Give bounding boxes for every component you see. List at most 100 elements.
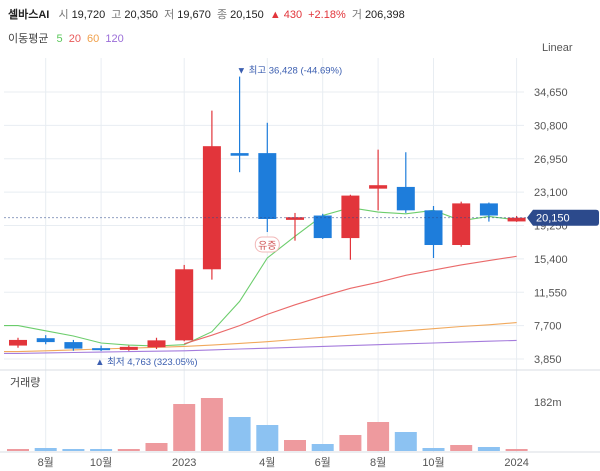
price-tick-label: 30,800: [534, 120, 568, 132]
volume-bar: [311, 444, 334, 451]
volume-bar: [339, 435, 362, 451]
change-up-icon: ▲: [269, 9, 281, 21]
candle[interactable]: [286, 212, 304, 241]
last-price-label: 20,150: [536, 213, 570, 225]
ma-legend-20: 20: [68, 33, 81, 45]
volume-bars: [7, 398, 528, 451]
candle-body: [202, 146, 221, 270]
candle[interactable]: [507, 215, 526, 222]
candle[interactable]: [230, 76, 249, 173]
ma-legend-5: 5: [56, 33, 63, 45]
last-price-tag: [527, 209, 599, 226]
low-value: 19,670: [177, 9, 211, 21]
volume-bar: [200, 398, 223, 451]
candle[interactable]: [424, 205, 443, 259]
price-tick-label: 15,400: [534, 254, 568, 266]
candle[interactable]: [119, 345, 138, 351]
candle-body: [369, 185, 388, 189]
event-badge-label: 유증: [258, 240, 276, 252]
price-tick-label: 11,550: [534, 287, 567, 299]
x-tick-label: 8월: [38, 456, 54, 469]
close-value: 20,150: [230, 9, 264, 21]
open-value: 19,720: [71, 9, 106, 21]
volume-bar: [173, 404, 196, 451]
price-tick-label: 3,850: [534, 354, 562, 366]
high-annotation: ▼ 최고 36,428 (-44.69%): [237, 66, 343, 77]
ma-line-120: [4, 339, 517, 354]
candle[interactable]: [452, 201, 471, 247]
candle[interactable]: [202, 110, 221, 280]
candle[interactable]: [479, 202, 498, 222]
candle-body: [452, 203, 471, 246]
high-value: 20,350: [124, 9, 159, 21]
candle[interactable]: [258, 122, 277, 233]
x-tick-label: 2023: [172, 457, 196, 469]
ma-line-60: [4, 322, 517, 353]
candle[interactable]: [341, 194, 360, 260]
volume-bar: [450, 445, 473, 451]
change-value: 430: [283, 9, 303, 21]
candle[interactable]: [9, 337, 27, 348]
volume-bar: [117, 449, 140, 451]
candle[interactable]: [175, 264, 194, 342]
candle-body: [119, 346, 138, 350]
event-badge[interactable]: [254, 236, 280, 253]
candle-body: [92, 348, 111, 351]
candles: [9, 76, 526, 352]
candle[interactable]: [396, 152, 415, 213]
candle-body: [36, 338, 55, 343]
candle-body: [230, 153, 249, 156]
low-annotation: ▲ 최저 4,763 (323.05%): [95, 357, 197, 368]
moving-average-legend[interactable]: 이동평균 5 20 60 120: [8, 30, 127, 46]
change-percent: +2.18%: [308, 9, 346, 21]
candle-body: [396, 186, 415, 211]
x-tick-label: 8월: [370, 456, 386, 469]
volume-bar: [145, 443, 168, 451]
ma-line-20: [184, 255, 517, 345]
grid-lines: [0, 58, 600, 453]
candle-body: [258, 153, 277, 219]
quote-header: 셀바스AI 시 19,720 고 20,350 저 19,670 종 20,150 ▲ 4…: [8, 6, 408, 22]
stock-name: 셀바스AI: [8, 9, 50, 21]
x-tick-label: 4월: [259, 456, 275, 469]
price-tick-label: 34,650: [534, 87, 568, 99]
open-label: 시: [58, 9, 69, 21]
x-tick-label: 6월: [315, 456, 331, 469]
candle-body: [147, 340, 166, 348]
ma-legend-title: 이동평균: [8, 33, 49, 45]
candle[interactable]: [369, 149, 388, 211]
volume-bar: [284, 440, 306, 451]
candle[interactable]: [92, 345, 111, 352]
high-label: 고: [111, 9, 122, 21]
volume-label: 거: [351, 9, 362, 21]
volume-bar: [422, 448, 445, 451]
scale-toggle-button[interactable]: Linear: [542, 42, 573, 54]
price-tick-label: 7,700: [534, 321, 562, 333]
candle-body: [341, 195, 360, 239]
candle-body: [479, 203, 498, 216]
ma-legend-60: 60: [87, 33, 100, 45]
x-tick-label: 10월: [422, 456, 444, 469]
candle-body: [313, 215, 332, 239]
ma-legend-120: 120: [105, 33, 124, 45]
candle[interactable]: [313, 213, 332, 239]
volume-bar: [394, 432, 417, 451]
volume-bar: [228, 417, 251, 451]
x-tick-label: 2024: [504, 457, 528, 469]
candle-body: [286, 217, 304, 220]
candle[interactable]: [36, 335, 55, 345]
low-label: 저: [164, 9, 175, 21]
axes: 3,8507,70011,55015,40019,25023,10026,950…: [10, 87, 568, 469]
candle-body: [9, 339, 27, 346]
close-label: 종: [216, 9, 228, 21]
annotations: ▼ 최고 36,428 (-44.69%) ▲ 최저 4,763 (323.05%…: [4, 66, 599, 368]
volume-bar: [34, 448, 57, 451]
volume-tick-label: 182m: [534, 397, 562, 409]
volume-bar: [367, 422, 390, 451]
volume-bar: [90, 449, 113, 451]
candle[interactable]: [64, 339, 83, 351]
price-tick-label: 26,950: [534, 154, 568, 166]
candle[interactable]: [147, 337, 166, 350]
candle-body: [175, 269, 194, 341]
